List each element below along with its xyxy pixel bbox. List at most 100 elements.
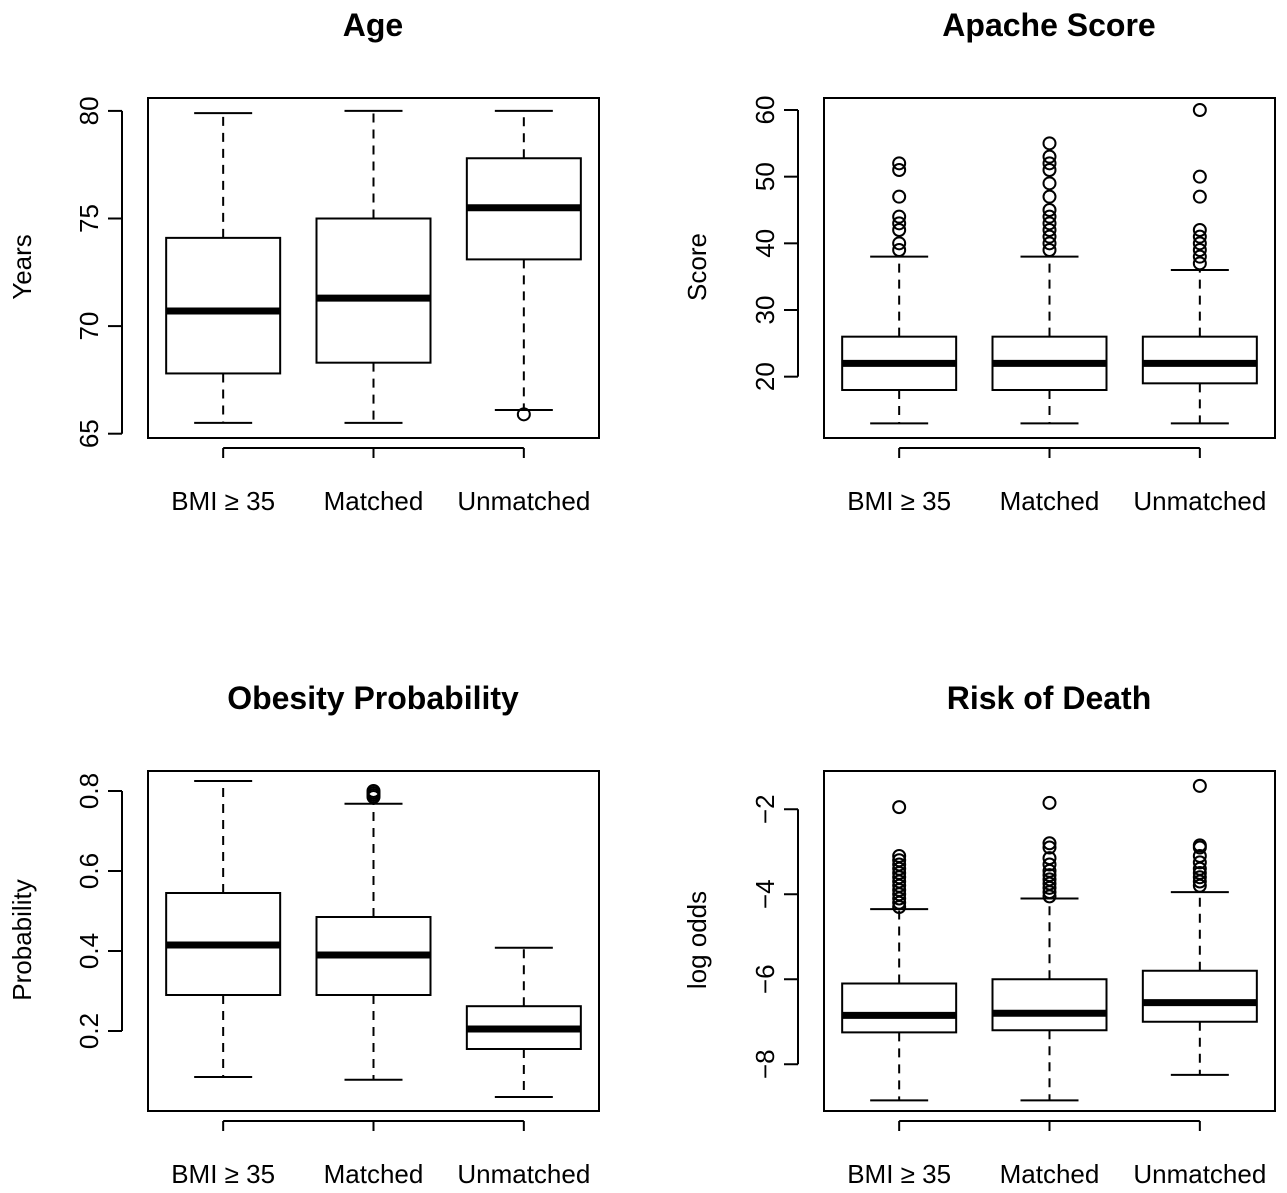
outlier-point xyxy=(1192,223,1207,237)
outlier-point xyxy=(1192,849,1207,863)
outlier-point xyxy=(1042,216,1057,231)
y-axis-label: Years xyxy=(7,234,37,300)
box-group xyxy=(465,946,582,1098)
panel-title: Age xyxy=(343,7,403,43)
category-label: BMI ≥ 35 xyxy=(847,1159,951,1189)
iqr-box xyxy=(315,217,432,364)
outlier-point xyxy=(1042,836,1057,851)
category-label: Matched xyxy=(324,486,424,516)
outlier-point xyxy=(1042,176,1057,191)
outlier-point xyxy=(1042,136,1057,151)
outlier-point xyxy=(1192,189,1207,204)
outlier-point xyxy=(1192,169,1207,184)
category-label: Unmatched xyxy=(457,486,590,516)
outlier-point xyxy=(1192,855,1207,870)
category-label: Unmatched xyxy=(457,1159,590,1189)
outlier-point xyxy=(1042,156,1057,171)
outlier-point xyxy=(1042,229,1057,244)
outlier-point xyxy=(516,407,531,422)
box-group xyxy=(841,800,958,1102)
y-tick-label: −6 xyxy=(750,964,780,994)
outlier-point xyxy=(1042,223,1057,237)
outlier-point xyxy=(1192,236,1207,251)
y-tick-label: 80 xyxy=(74,96,104,125)
iqr-box xyxy=(841,982,958,1034)
y-tick-label: −2 xyxy=(750,794,780,824)
outlier-point xyxy=(1042,236,1057,251)
box-group xyxy=(465,109,582,422)
outlier-point xyxy=(892,163,907,177)
outlier-point xyxy=(892,800,907,815)
outlier-point xyxy=(892,853,907,868)
y-tick-label: 70 xyxy=(74,312,104,341)
outlier-point xyxy=(1042,189,1057,204)
category-label: Unmatched xyxy=(1133,486,1266,516)
box-group xyxy=(841,156,958,425)
y-tick-label: 75 xyxy=(74,204,104,233)
category-label: Matched xyxy=(1000,1159,1100,1189)
outlier-point xyxy=(1042,163,1057,177)
iqr-box xyxy=(165,236,282,375)
box-group xyxy=(315,109,432,424)
outlier-point xyxy=(1042,203,1057,217)
outlier-point xyxy=(1042,243,1057,257)
outlier-point xyxy=(1042,857,1057,872)
outlier-point xyxy=(892,849,907,863)
outlier-point xyxy=(1192,249,1207,264)
outlier-point xyxy=(892,236,907,251)
y-tick-label: −8 xyxy=(750,1049,780,1079)
outlier-point xyxy=(892,857,907,872)
category-label: Matched xyxy=(324,1159,424,1189)
y-axis-label: Probability xyxy=(7,879,37,1000)
panel-age: Age Years 65 70 75 80 BMI ≥ 35 Matched Unmatch… xyxy=(7,7,600,516)
outlier-point xyxy=(1042,149,1057,164)
outlier-point xyxy=(892,209,907,224)
outlier-point xyxy=(892,156,907,171)
box-group xyxy=(165,112,282,424)
panel-title: Risk of Death xyxy=(947,680,1151,716)
outlier-point xyxy=(892,216,907,231)
category-label: Unmatched xyxy=(1133,1159,1266,1189)
outlier-point xyxy=(1192,103,1207,117)
panel-title: Obesity Probability xyxy=(227,680,519,716)
outlier-point xyxy=(1192,866,1207,880)
outlier-point xyxy=(1192,256,1207,271)
panel-title: Apache Score xyxy=(942,7,1155,43)
y-tick-label: 0.2 xyxy=(74,1013,104,1049)
category-label: Matched xyxy=(1000,486,1100,516)
outlier-point xyxy=(1192,243,1207,257)
y-tick-label: −4 xyxy=(750,879,780,909)
y-tick-label: 30 xyxy=(750,296,780,325)
y-axis-label: Score xyxy=(682,233,712,301)
outlier-point xyxy=(1042,795,1057,810)
y-tick-label: 20 xyxy=(750,362,780,391)
y-tick-label: 40 xyxy=(750,229,780,258)
outlier-point xyxy=(1192,778,1207,793)
category-label: BMI ≥ 35 xyxy=(171,1159,275,1189)
plot-frame xyxy=(823,97,1276,439)
y-tick-label: 65 xyxy=(74,419,104,448)
outlier-point xyxy=(892,189,907,204)
y-tick-label: 0.6 xyxy=(74,853,104,889)
outlier-point xyxy=(1042,851,1057,866)
outlier-point xyxy=(892,243,907,257)
y-axis-label: log odds xyxy=(682,891,712,989)
iqr-box xyxy=(1141,969,1258,1023)
category-label: BMI ≥ 35 xyxy=(847,486,951,516)
y-tick-label: 0.8 xyxy=(74,773,104,809)
outlier-point xyxy=(1042,209,1057,224)
box-group xyxy=(315,784,432,1081)
outlier-point xyxy=(366,784,381,798)
plot-frame xyxy=(147,770,600,1112)
panel-risk-of-death: Risk of Death log odds −8 −6 −4 −2 BMI ≥ 35 M… xyxy=(682,680,1276,1189)
y-tick-label: 60 xyxy=(750,96,780,125)
outlier-point xyxy=(892,223,907,237)
outlier-point xyxy=(1042,868,1057,883)
box-group xyxy=(1141,103,1258,425)
panel-apache-score: Apache Score Score 20 30 40 50 60 BMI ≥ 35 Mat… xyxy=(682,7,1276,516)
category-label: BMI ≥ 35 xyxy=(171,486,275,516)
box-group xyxy=(1141,778,1258,1076)
plot-frame xyxy=(823,770,1276,1112)
y-tick-label: 0.4 xyxy=(74,933,104,969)
